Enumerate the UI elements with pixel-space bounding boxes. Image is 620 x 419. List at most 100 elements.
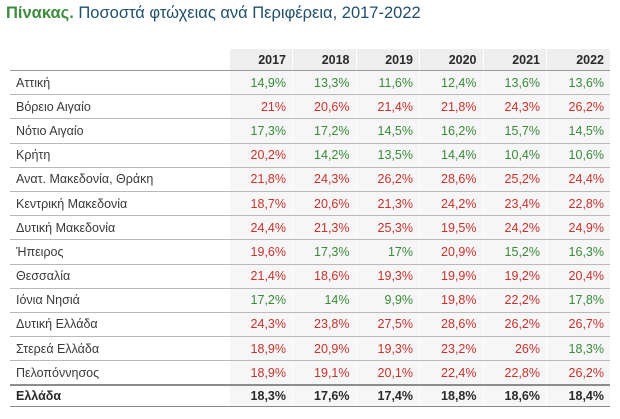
header-row: 2017 2018 2019 2020 2021 2022 — [10, 49, 610, 71]
table-row: Νότιο Αιγαίο 17,3% 17,2% 14,5% 16,2% 15,7% 14,… — [10, 118, 610, 144]
rate-cell-2021: 22,2% — [483, 288, 547, 313]
rate-cell-2018: 24,3% — [292, 167, 357, 192]
poverty-rate-table: 2017 2018 2019 2020 2021 2022 Αττική 14,9… — [10, 49, 610, 408]
table-row: Κεντρική Μακεδονία 18,7% 20,6% 21,3% 24,2% 23… — [10, 191, 610, 217]
region-name: Δυτική Μακεδονία — [10, 215, 230, 241]
table-body: Αττική 14,9% 13,3% 11,6% 12,4% 13,6% 13,6% Βόρε… — [10, 70, 610, 408]
region-name: Ιόνια Νησιά — [10, 288, 230, 313]
rate-cell-2021: 24,2% — [483, 215, 547, 241]
rate-cell-2020: 19,9% — [419, 264, 484, 289]
total-cell-2021: 18,6% — [483, 384, 547, 408]
rate-cell-2020: 28,6% — [419, 167, 484, 192]
year-header-2017: 2017 — [229, 49, 293, 71]
rate-cell-2019: 13,5% — [356, 143, 420, 168]
rate-cell-2018: 14,2% — [292, 143, 357, 168]
rate-cell-2019: 19,3% — [356, 336, 420, 362]
rate-cell-2021: 25,2% — [483, 167, 547, 192]
rate-cell-2018: 14% — [292, 288, 357, 313]
rate-cell-2019: 19,3% — [356, 264, 420, 289]
region-name: Κρήτη — [10, 143, 230, 168]
region-name: Πελοπόννησος — [10, 360, 230, 386]
region-column-header — [10, 49, 230, 71]
rate-cell-2021: 24,3% — [483, 94, 547, 120]
rate-cell-2019: 9,9% — [356, 288, 420, 313]
rate-cell-2021: 19,2% — [483, 264, 547, 289]
rate-cell-2022: 26,7% — [546, 312, 610, 338]
rate-cell-2022: 17,8% — [546, 288, 610, 313]
rate-cell-2017: 21% — [229, 94, 293, 120]
rate-cell-2021: 10,4% — [483, 143, 547, 168]
rate-cell-2022: 24,4% — [546, 167, 610, 192]
table-row: Κρήτη 20,2% 14,2% 13,5% 14,4% 10,4% 10,6% — [10, 143, 610, 168]
table-row: Ανατ. Μακεδονία, Θράκη 21,8% 24,3% 26,2% 28,… — [10, 167, 610, 192]
table-row: Ιόνια Νησιά 17,2% 14% 9,9% 19,8% 22,2% 17,8% — [10, 288, 610, 313]
rate-cell-2021: 26% — [483, 336, 547, 362]
region-name: Κεντρική Μακεδονία — [10, 191, 230, 217]
total-cell-2022: 18,4% — [546, 384, 610, 408]
rate-cell-2017: 17,2% — [229, 288, 293, 313]
region-name: Στερεά Ελλάδα — [10, 336, 230, 362]
rate-cell-2020: 19,8% — [419, 288, 484, 313]
year-header-2018: 2018 — [292, 49, 357, 71]
rate-cell-2017: 18,9% — [229, 360, 293, 386]
year-header-2019: 2019 — [356, 49, 420, 71]
rate-cell-2018: 19,1% — [292, 360, 357, 386]
rate-cell-2020: 20,9% — [419, 239, 484, 265]
title-lead: Πίνακας. — [6, 4, 74, 22]
rate-cell-2021: 23,4% — [483, 191, 547, 217]
rate-cell-2020: 22,4% — [419, 360, 484, 386]
region-name: Αττική — [10, 70, 230, 96]
rate-cell-2018: 20,6% — [292, 191, 357, 217]
rate-cell-2020: 14,4% — [419, 143, 484, 168]
rate-cell-2022: 10,6% — [546, 143, 610, 168]
rate-cell-2021: 26,2% — [483, 312, 547, 338]
year-header-2020: 2020 — [419, 49, 484, 71]
rate-cell-2017: 14,9% — [229, 70, 293, 96]
rate-cell-2019: 20,1% — [356, 360, 420, 386]
rate-cell-2019: 25,3% — [356, 215, 420, 241]
rate-cell-2022: 26,2% — [546, 360, 610, 386]
total-cell-2017: 18,3% — [229, 384, 293, 408]
rate-cell-2021: 13,6% — [483, 70, 547, 96]
year-header-2021: 2021 — [483, 49, 547, 71]
rate-cell-2017: 21,8% — [229, 167, 293, 192]
rate-cell-2017: 24,4% — [229, 215, 293, 241]
rate-cell-2020: 19,5% — [419, 215, 484, 241]
region-name: Ανατ. Μακεδονία, Θράκη — [10, 167, 230, 192]
region-name: Νότιο Αιγαίο — [10, 118, 230, 144]
rate-cell-2022: 26,2% — [546, 94, 610, 120]
table-row: Πελοπόννησος 18,9% 19,1% 20,1% 22,4% 22,8% 26,… — [10, 360, 610, 386]
rate-cell-2019: 14,5% — [356, 118, 420, 144]
rate-cell-2020: 16,2% — [419, 118, 484, 144]
region-name: Θεσσαλία — [10, 264, 230, 289]
rate-cell-2018: 21,3% — [292, 215, 357, 241]
rate-cell-2020: 21,8% — [419, 94, 484, 120]
rate-cell-2022: 24,9% — [546, 215, 610, 241]
rate-cell-2017: 18,9% — [229, 336, 293, 362]
rate-cell-2022: 16,3% — [546, 239, 610, 265]
rate-cell-2018: 13,3% — [292, 70, 357, 96]
rate-cell-2017: 20,2% — [229, 143, 293, 168]
rate-cell-2018: 20,9% — [292, 336, 357, 362]
table-row: Θεσσαλία 21,4% 18,6% 19,3% 19,9% 19,2% 20,4% — [10, 264, 610, 289]
region-name: Δυτική Ελλάδα — [10, 312, 230, 338]
table-row: Δυτική Μακεδονία 24,4% 21,3% 25,3% 19,5% 24,2… — [10, 215, 610, 241]
rate-cell-2019: 11,6% — [356, 70, 420, 96]
rate-cell-2022: 13,6% — [546, 70, 610, 96]
rate-cell-2018: 23,8% — [292, 312, 357, 338]
rate-cell-2021: 15,2% — [483, 239, 547, 265]
rate-cell-2022: 22,8% — [546, 191, 610, 217]
rate-cell-2021: 22,8% — [483, 360, 547, 386]
rate-cell-2022: 20,4% — [546, 264, 610, 289]
rate-cell-2019: 17% — [356, 239, 420, 265]
table-row: Αττική 14,9% 13,3% 11,6% 12,4% 13,6% 13,6% — [10, 70, 610, 96]
table-title: Πίνακας. Ποσοστά φτώχειας ανά Περιφέρεια… — [6, 4, 421, 23]
rate-cell-2017: 24,3% — [229, 312, 293, 338]
rate-cell-2022: 18,3% — [546, 336, 610, 362]
table-row: Βόρειο Αιγαίο 21% 20,6% 21,4% 21,8% 24,3% 26,2… — [10, 94, 610, 120]
region-name: Βόρειο Αιγαίο — [10, 94, 230, 120]
title-rest: Ποσοστά φτώχειας ανά Περιφέρεια, 2017-20… — [73, 4, 421, 22]
rate-cell-2017: 19,6% — [229, 239, 293, 265]
rate-cell-2019: 21,3% — [356, 191, 420, 217]
rate-cell-2017: 17,3% — [229, 118, 293, 144]
